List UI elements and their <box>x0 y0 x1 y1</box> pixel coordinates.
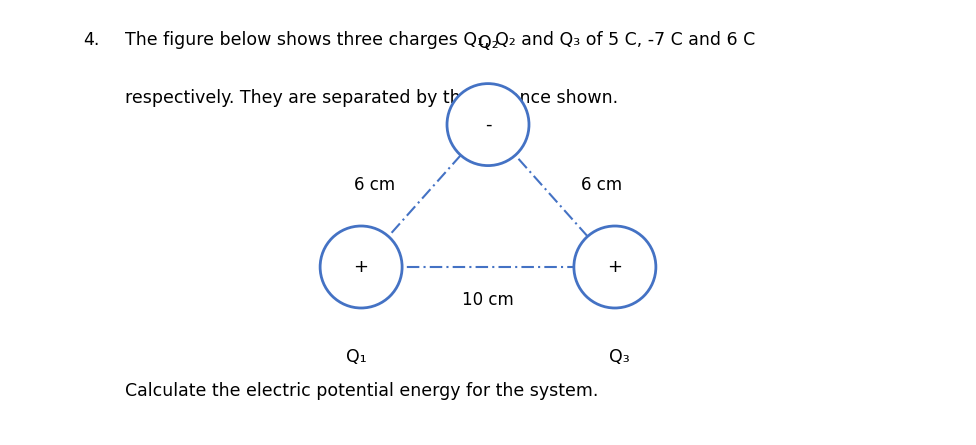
Text: The figure below shows three charges Q₁, Q₂ and Q₃ of 5 C, -7 C and 6 C: The figure below shows three charges Q₁,… <box>125 31 755 49</box>
Text: respectively. They are separated by the distance shown.: respectively. They are separated by the … <box>125 89 618 107</box>
Text: Q₃: Q₃ <box>609 348 630 366</box>
Text: Q₁: Q₁ <box>346 348 367 366</box>
Text: +: + <box>353 258 369 276</box>
Text: 6 cm: 6 cm <box>354 176 395 194</box>
Text: Q₂: Q₂ <box>477 34 499 53</box>
Ellipse shape <box>574 226 656 308</box>
Text: -: - <box>485 116 491 134</box>
Text: 4.: 4. <box>83 31 100 49</box>
Text: +: + <box>607 258 623 276</box>
Text: 6 cm: 6 cm <box>581 176 622 194</box>
Ellipse shape <box>320 226 402 308</box>
Ellipse shape <box>447 84 529 166</box>
Text: 10 cm: 10 cm <box>462 291 514 309</box>
Text: Calculate the electric potential energy for the system.: Calculate the electric potential energy … <box>125 383 598 400</box>
